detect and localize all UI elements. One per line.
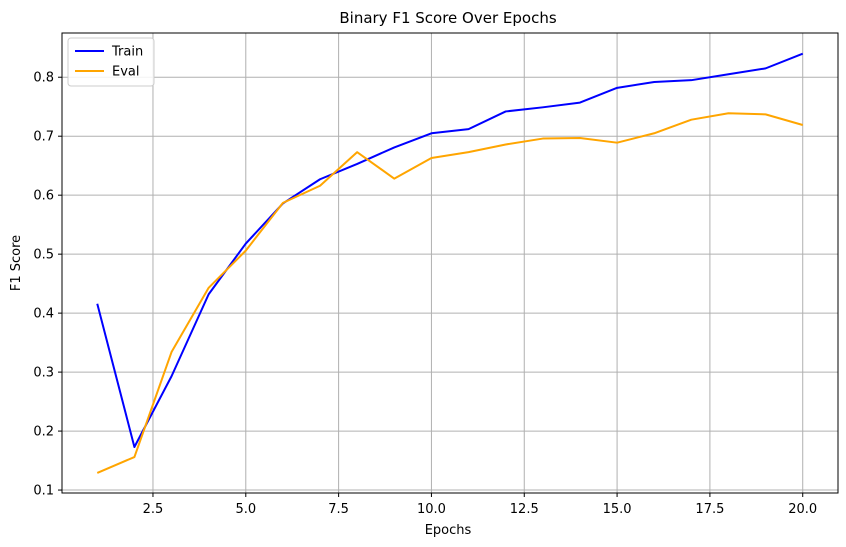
x-tick-label: 10.0 [417,502,446,517]
y-tick-label: 0.4 [33,307,54,322]
series-lines [96,52,804,474]
y-tick-label: 0.7 [33,130,54,145]
legend-label-train: Train [111,45,143,60]
x-tick-label: 5.0 [235,502,256,517]
axis-ticks: 2.5 5.0 7.5 10.0 12.5 15.0 17.5 20.0 0.1 0.2 0.3 0.… [33,71,817,517]
grid [62,33,838,493]
legend: Train Eval [67,37,155,87]
x-tick-label: 15.0 [603,502,632,517]
y-tick-label: 0.5 [33,248,54,263]
y-tick-label: 0.2 [33,425,54,440]
x-tick-label: 2.5 [143,502,164,517]
series-line-eval [96,112,804,474]
y-tick-label: 0.1 [33,484,54,499]
y-tick-label: 0.3 [33,366,54,381]
chart-title: Binary F1 Score Over Epochs [339,9,556,27]
series-line-train [96,52,804,448]
y-tick-label: 0.8 [33,71,54,86]
x-tick-label: 20.0 [788,502,817,517]
plot-frame [61,32,839,494]
y-axis-label: F1 Score [9,235,24,291]
legend-label-eval: Eval [112,65,140,80]
x-axis-label: Epochs [425,523,472,538]
x-tick-label: 7.5 [328,502,349,517]
x-tick-label: 17.5 [695,502,724,517]
x-tick-label: 12.5 [510,502,539,517]
y-tick-label: 0.6 [33,189,54,204]
